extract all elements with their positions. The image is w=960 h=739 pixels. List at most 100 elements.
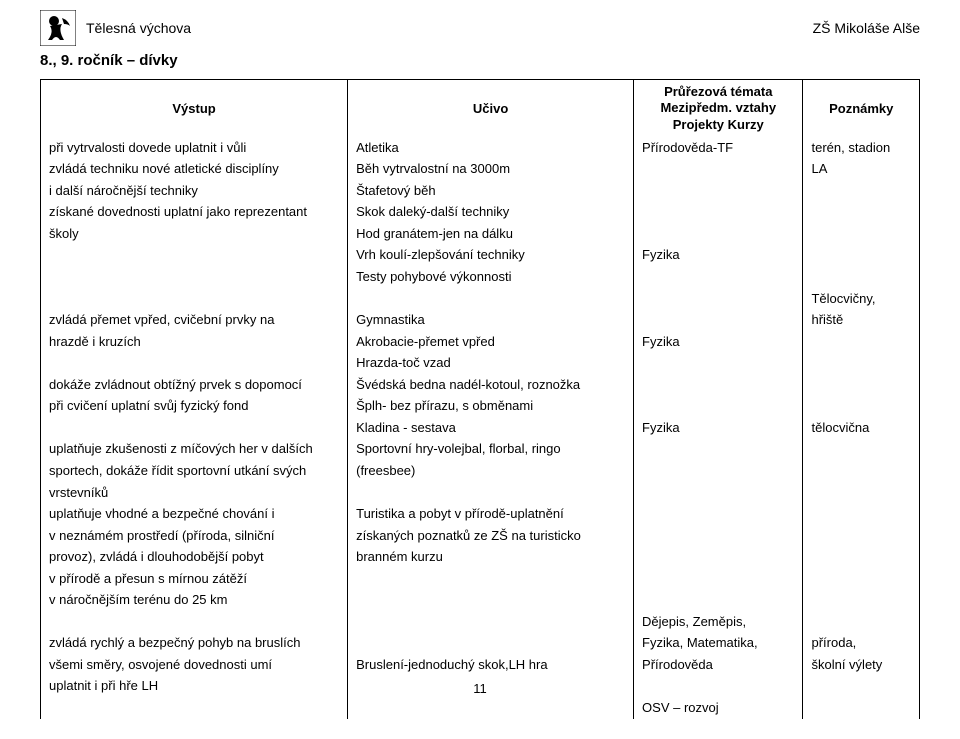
cell-ucivo: Sportovní hry-volejbal, florbal, ringo bbox=[348, 438, 634, 460]
cell-vystup: zvládá rychlý a bezpečný pohyb na bruslí… bbox=[41, 632, 348, 654]
cell-prurez bbox=[634, 568, 803, 590]
cell-pozn bbox=[803, 460, 920, 482]
table-row: vrstevníků bbox=[41, 482, 920, 504]
cell-ucivo bbox=[348, 611, 634, 633]
table-header-row: Výstup Učivo Průřezová témata Mezipředm.… bbox=[41, 80, 920, 137]
cell-vystup: uplatňuje zkušenosti z míčových her v da… bbox=[41, 438, 348, 460]
cell-ucivo bbox=[348, 568, 634, 590]
page-header: Tělesná výchova ZŠ Mikoláše Alše bbox=[40, 10, 920, 46]
cell-ucivo: Skok daleký-další techniky bbox=[348, 201, 634, 223]
cell-pozn bbox=[803, 546, 920, 568]
cell-vystup: i další náročnější techniky bbox=[41, 180, 348, 202]
cell-pozn: Tělocvičny, bbox=[803, 288, 920, 310]
cell-prurez: Fyzika bbox=[634, 244, 803, 266]
subject-title: Tělesná výchova bbox=[86, 20, 191, 36]
prurez-line3: Projekty Kurzy bbox=[640, 117, 796, 133]
cell-ucivo: Hrazda-toč vzad bbox=[348, 352, 634, 374]
table-row: zvládá přemet vpřed, cvičební prvky naGy… bbox=[41, 309, 920, 331]
table-row: školyHod granátem-jen na dálku bbox=[41, 223, 920, 245]
cell-prurez bbox=[634, 352, 803, 374]
cell-prurez bbox=[634, 395, 803, 417]
table-row: při vytrvalosti dovede uplatnit i vůliAt… bbox=[41, 137, 920, 159]
cell-prurez: Přírodověda bbox=[634, 654, 803, 676]
table-row: sportech, dokáže řídit sportovní utkání … bbox=[41, 460, 920, 482]
cell-vystup: zvládá přemet vpřed, cvičební prvky na bbox=[41, 309, 348, 331]
table-row: hrazdě i kruzíchAkrobacie-přemet vpředFy… bbox=[41, 331, 920, 353]
cell-pozn bbox=[803, 525, 920, 547]
cell-vystup bbox=[41, 288, 348, 310]
cell-ucivo: Hod granátem-jen na dálku bbox=[348, 223, 634, 245]
cell-pozn bbox=[803, 352, 920, 374]
cell-pozn bbox=[803, 697, 920, 719]
cell-ucivo: Turistika a pobyt v přírodě-uplatnění bbox=[348, 503, 634, 525]
section-title: 8., 9. ročník – dívky bbox=[40, 52, 920, 69]
cell-prurez bbox=[634, 374, 803, 396]
cell-ucivo: Atletika bbox=[348, 137, 634, 159]
cell-ucivo: Švédská bedna nadél-kotoul, roznožka bbox=[348, 374, 634, 396]
cell-vystup: v náročnějším terénu do 25 km bbox=[41, 589, 348, 611]
page-number: 11 bbox=[0, 681, 960, 696]
table-row: v náročnějším terénu do 25 km bbox=[41, 589, 920, 611]
cell-vystup: provoz), zvládá i dlouhodobější pobyt bbox=[41, 546, 348, 568]
table-row: provoz), zvládá i dlouhodobější pobytbra… bbox=[41, 546, 920, 568]
table-row: i další náročnější technikyŠtafetový běh bbox=[41, 180, 920, 202]
cell-prurez: OSV – rozvoj bbox=[634, 697, 803, 719]
cell-ucivo bbox=[348, 697, 634, 719]
cell-prurez: Přírodověda-TF bbox=[634, 137, 803, 159]
cell-pozn: terén, stadion bbox=[803, 137, 920, 159]
cell-vystup: v přírodě a přesun s mírnou zátěží bbox=[41, 568, 348, 590]
cell-pozn bbox=[803, 180, 920, 202]
cell-prurez: Fyzika bbox=[634, 331, 803, 353]
col-header-vystup: Výstup bbox=[41, 80, 348, 137]
cell-prurez bbox=[634, 158, 803, 180]
table-row: uplatňuje vhodné a bezpečné chování iTur… bbox=[41, 503, 920, 525]
prurez-line1: Průřezová témata bbox=[640, 84, 796, 100]
cell-pozn bbox=[803, 611, 920, 633]
cell-prurez bbox=[634, 201, 803, 223]
col-header-ucivo: Učivo bbox=[348, 80, 634, 137]
cell-prurez bbox=[634, 266, 803, 288]
cell-prurez bbox=[634, 589, 803, 611]
cell-pozn: příroda, bbox=[803, 632, 920, 654]
cell-ucivo: Gymnastika bbox=[348, 309, 634, 331]
col-header-prurez: Průřezová témata Mezipředm. vztahy Proje… bbox=[634, 80, 803, 137]
cell-ucivo: Kladina - sestava bbox=[348, 417, 634, 439]
cell-pozn bbox=[803, 266, 920, 288]
cell-pozn: LA bbox=[803, 158, 920, 180]
cell-vystup: vrstevníků bbox=[41, 482, 348, 504]
cell-ucivo bbox=[348, 288, 634, 310]
cell-prurez: Fyzika bbox=[634, 417, 803, 439]
cell-pozn bbox=[803, 589, 920, 611]
table-row: Kladina - sestavaFyzikatělocvična bbox=[41, 417, 920, 439]
cell-ucivo: branném kurzu bbox=[348, 546, 634, 568]
cell-ucivo: Testy pohybové výkonnosti bbox=[348, 266, 634, 288]
cell-pozn bbox=[803, 568, 920, 590]
cell-vystup bbox=[41, 352, 348, 374]
cell-prurez bbox=[634, 460, 803, 482]
cell-vystup: sportech, dokáže řídit sportovní utkání … bbox=[41, 460, 348, 482]
cell-ucivo: Štafetový běh bbox=[348, 180, 634, 202]
cell-prurez bbox=[634, 482, 803, 504]
cell-ucivo: Běh vytrvalostní na 3000m bbox=[348, 158, 634, 180]
cell-prurez bbox=[634, 223, 803, 245]
table-row: v neznámém prostředí (příroda, silničníz… bbox=[41, 525, 920, 547]
table-row: Vrh koulí-zlepšování technikyFyzika bbox=[41, 244, 920, 266]
cell-pozn bbox=[803, 503, 920, 525]
prurez-line2: Mezipředm. vztahy bbox=[640, 100, 796, 116]
cell-vystup: všemi směry, osvojené dovednosti umí bbox=[41, 654, 348, 676]
header-left: Tělesná výchova bbox=[40, 10, 191, 46]
cell-vystup: získané dovednosti uplatní jako reprezen… bbox=[41, 201, 348, 223]
cell-vystup: hrazdě i kruzích bbox=[41, 331, 348, 353]
cell-ucivo: (freesbee) bbox=[348, 460, 634, 482]
table-row: Tělocvičny, bbox=[41, 288, 920, 310]
cell-vystup bbox=[41, 266, 348, 288]
cell-pozn bbox=[803, 244, 920, 266]
cell-prurez bbox=[634, 525, 803, 547]
curriculum-table: Výstup Učivo Průřezová témata Mezipředm.… bbox=[40, 79, 920, 719]
cell-vystup: při vytrvalosti dovede uplatnit i vůli bbox=[41, 137, 348, 159]
cell-prurez: Dějepis, Zeměpis, bbox=[634, 611, 803, 633]
table-row: všemi směry, osvojené dovednosti umíBrus… bbox=[41, 654, 920, 676]
table-row: uplatňuje zkušenosti z míčových her v da… bbox=[41, 438, 920, 460]
cell-vystup bbox=[41, 417, 348, 439]
cell-ucivo bbox=[348, 482, 634, 504]
